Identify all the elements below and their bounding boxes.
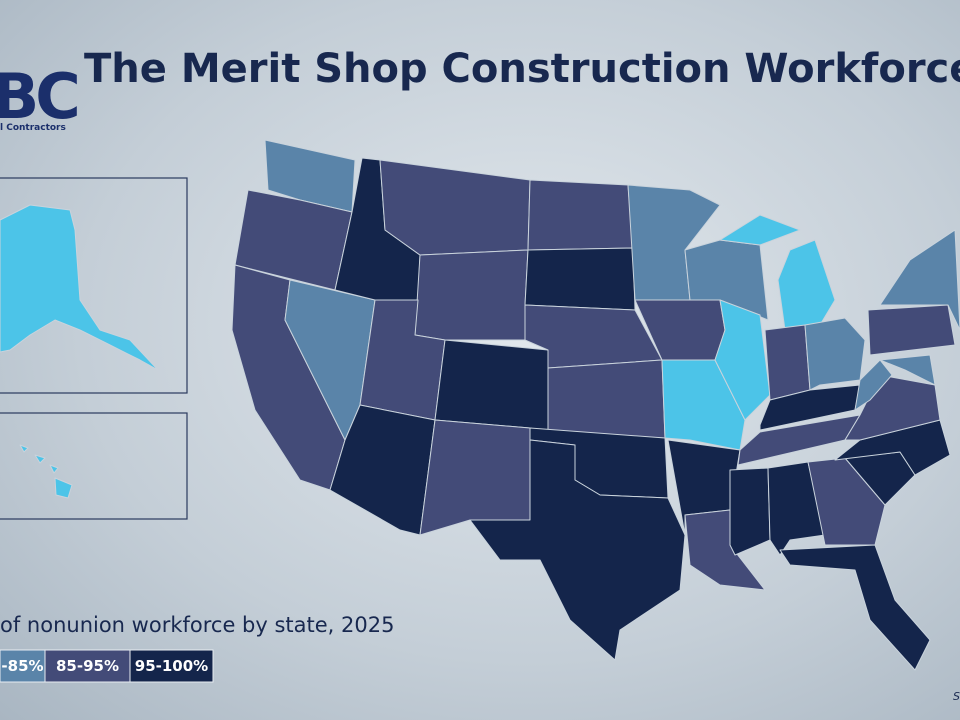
legend: -85% 85-95% 95-100% [0,649,214,683]
logo: BC [0,60,77,133]
legend-swatch [44,649,131,683]
hawaii-inset [0,412,188,520]
title: The Merit Shop Construction Workforce [84,46,960,92]
legend-label: 95-100% [135,657,208,675]
insets [0,204,159,499]
states [231,139,960,671]
source: S [953,690,960,703]
legend-label: -85% [1,657,43,675]
legend-label: 85-95% [56,657,119,675]
alaska-inset [0,177,188,394]
legend-swatch [129,649,214,683]
legend-title: of nonunion workforce by state, 2025 [0,613,394,637]
logo-subtitle: l Contractors [0,123,66,133]
legend-swatch [0,649,46,683]
